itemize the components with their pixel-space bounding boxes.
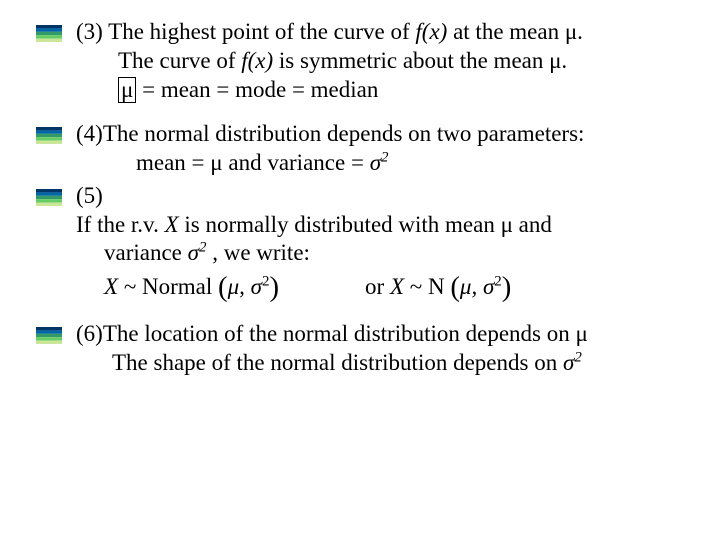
- bullet-icon: [36, 327, 62, 349]
- point-6-text: (6)The location of the normal distributi…: [76, 320, 588, 378]
- p3-line2: The curve of f(x) is symmetric about the…: [76, 47, 583, 76]
- point-5-number: (5): [76, 182, 103, 211]
- bullet-icon: [36, 25, 62, 47]
- sigma: σ: [188, 240, 199, 265]
- p5-line2: variance σ2 , we write:: [76, 239, 552, 268]
- p4-line1: The normal distribution depends on two p…: [103, 121, 585, 146]
- p5-or-N-expr: or X ~ N (μ, σ2): [365, 268, 511, 304]
- p6-line1: The location of the normal distribution …: [103, 321, 588, 346]
- bullet-icon: [36, 189, 62, 211]
- p3-line2b: is symmetric about the mean μ.: [273, 48, 567, 73]
- sigma-squared: σ2: [188, 240, 207, 265]
- slide-content: (3) The highest point of the curve of f(…: [0, 0, 720, 399]
- p5-line1b: is normally distributed with mean μ and: [179, 212, 552, 237]
- p5-normal-expr: X ~ Normal (μ, σ2): [104, 268, 279, 304]
- p3-line3b: = mean = mode = median: [136, 77, 378, 102]
- sigma-squared: σ2: [563, 350, 582, 375]
- sigma: σ: [370, 150, 381, 175]
- p5-line1a: If the r.v.: [76, 212, 165, 237]
- point-3-text: (3) The highest point of the curve of f(…: [76, 18, 583, 104]
- p5-X3: X: [390, 274, 404, 299]
- sigma-squared: σ2: [370, 150, 389, 175]
- p5-line3: X ~ Normal (μ, σ2) or X ~ N (μ, σ2): [76, 268, 552, 304]
- p4-line2: mean = μ and variance = σ2: [76, 149, 584, 178]
- p5-X2: X: [104, 274, 118, 299]
- p3-line3: μ = mean = mode = median: [76, 76, 583, 105]
- paren-mu-sigma2: (μ, σ2): [450, 274, 511, 299]
- p3-fx2: f(x): [241, 48, 273, 73]
- open-paren: (: [450, 271, 460, 303]
- exponent-2: 2: [494, 273, 501, 289]
- p5-or: or: [365, 274, 390, 299]
- exponent-2: 2: [381, 149, 388, 165]
- p6-line2a: The shape of the normal distribution dep…: [112, 350, 563, 375]
- p3-line2a: The curve of: [118, 48, 241, 73]
- close-paren: ): [269, 271, 279, 303]
- mu-sigma: μ, σ: [228, 274, 262, 299]
- p4-line2a: mean = μ and variance =: [136, 150, 370, 175]
- p3-boxed-mu: μ: [118, 77, 136, 103]
- p3-fx1: f(x): [415, 19, 447, 44]
- p3-line1a: The highest point of the curve of: [108, 19, 415, 44]
- p6-line2: The shape of the normal distribution dep…: [76, 349, 588, 378]
- p5-line2a: variance: [104, 240, 188, 265]
- point-5-text: (5) If the r.v. X is normally distribute…: [76, 182, 552, 304]
- sigma: σ: [563, 350, 574, 375]
- spacer: [36, 308, 702, 320]
- p5-line2b: , we write:: [206, 240, 309, 265]
- p5-X: X: [165, 212, 179, 237]
- point-6: (6)The location of the normal distributi…: [36, 320, 702, 378]
- point-5: (5) If the r.v. X is normally distribute…: [36, 182, 702, 304]
- point-6-number: (6): [76, 320, 103, 349]
- bullet-icon: [36, 127, 62, 149]
- p3-line1b: at the mean μ.: [447, 19, 583, 44]
- point-4-number: (4): [76, 120, 103, 149]
- p5-tilde-N: ~ N: [404, 274, 450, 299]
- point-4-text: (4)The normal distribution depends on tw…: [76, 120, 584, 178]
- spacer: [36, 108, 702, 120]
- exponent-2: 2: [574, 349, 581, 365]
- point-3: (3) The highest point of the curve of f(…: [36, 18, 702, 104]
- p5-line1: If the r.v. X is normally distributed wi…: [76, 212, 552, 237]
- point-4: (4)The normal distribution depends on tw…: [36, 120, 702, 178]
- p5-tilde-normal: ~ Normal: [118, 274, 218, 299]
- mu-sigma: μ, σ: [460, 274, 494, 299]
- open-paren: (: [218, 271, 228, 303]
- paren-mu-sigma2: (μ, σ2): [218, 274, 279, 299]
- point-3-number: (3): [76, 18, 103, 47]
- close-paren: ): [502, 271, 512, 303]
